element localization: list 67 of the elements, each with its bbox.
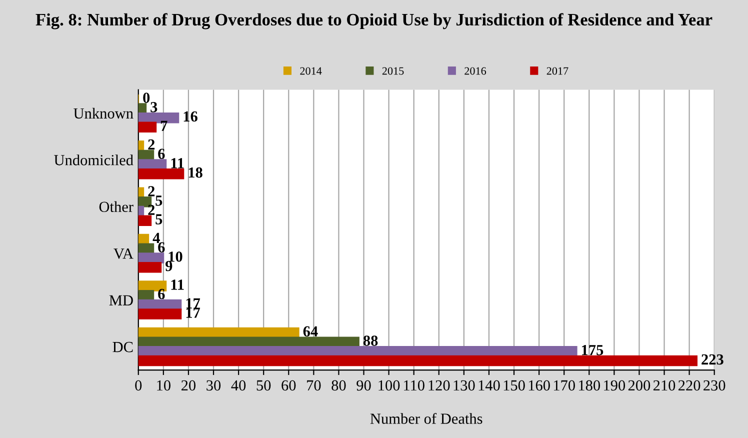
y-tick-label: VA xyxy=(114,248,134,259)
x-tick-label: 140 xyxy=(478,380,500,391)
data-label: 16 xyxy=(184,111,198,122)
x-tick-label: 30 xyxy=(206,380,221,391)
data-label: 17 xyxy=(186,298,200,308)
x-tick-label: 110 xyxy=(404,380,424,391)
data-label: 11 xyxy=(171,280,184,290)
bar xyxy=(138,215,152,226)
x-tick-label: 0 xyxy=(135,380,142,391)
x-tick-label: 40 xyxy=(231,380,246,391)
x-tick-label: 50 xyxy=(256,380,271,391)
x-tick-label: 160 xyxy=(528,380,550,391)
x-tick-label: 70 xyxy=(307,380,321,391)
y-tick-label: MD xyxy=(109,295,133,306)
x-tick-label: 200 xyxy=(628,380,650,391)
data-label: 223 xyxy=(702,354,724,365)
x-tick-label: 20 xyxy=(181,380,196,391)
y-tick-label: Unknown xyxy=(74,108,134,119)
legend-label: 2016 xyxy=(464,67,486,75)
y-tick-label: DC xyxy=(112,342,133,352)
x-tick-label: 10 xyxy=(157,380,170,391)
data-label: 64 xyxy=(303,326,318,337)
x-tick-label: 150 xyxy=(504,380,525,391)
bar xyxy=(138,122,157,133)
x-tick-label: 170 xyxy=(554,380,575,391)
y-tick-label: Other xyxy=(99,201,134,212)
x-tick-label: 230 xyxy=(704,380,726,391)
data-label: 17 xyxy=(186,308,200,318)
data-label: 5 xyxy=(156,196,162,206)
x-tick-label: 220 xyxy=(678,380,700,391)
bar xyxy=(138,262,162,273)
data-label: 175 xyxy=(582,345,604,356)
x-tick-label: 60 xyxy=(282,380,296,391)
data-label: 6 xyxy=(158,242,165,252)
x-tick-label: 100 xyxy=(378,380,400,391)
data-label: 2 xyxy=(148,139,155,150)
data-label: 10 xyxy=(168,251,182,262)
x-tick-label: 210 xyxy=(653,380,676,391)
data-label: 18 xyxy=(188,167,202,178)
data-label: 7 xyxy=(160,120,168,131)
data-label: 6 xyxy=(158,288,165,300)
legend-label: 2017 xyxy=(546,67,568,75)
bar xyxy=(138,168,184,180)
x-tick-label: 130 xyxy=(454,380,475,391)
y-tick-label: Undomiciled xyxy=(54,154,134,166)
legend-label: 2015 xyxy=(382,67,404,75)
x-tick-label: 120 xyxy=(428,380,450,391)
chart-title: Fig. 8: Number of Drug Overdoses due to Opioid Use by Jurisdiction of Residence and Year xyxy=(36,13,712,30)
data-label: 3 xyxy=(150,102,158,112)
legend-label: 2014 xyxy=(300,67,322,75)
data-label: 88 xyxy=(363,336,378,346)
data-label: 5 xyxy=(156,214,162,224)
bar xyxy=(138,355,698,366)
data-label: 2 xyxy=(148,204,155,215)
data-label: 6 xyxy=(158,148,165,160)
bar xyxy=(138,252,164,264)
data-label: 4 xyxy=(152,232,160,243)
data-label: 0 xyxy=(143,92,150,103)
x-axis-title: Number of Deaths xyxy=(370,412,482,424)
data-label: 2 xyxy=(148,186,155,196)
x-tick-label: 180 xyxy=(579,380,600,391)
x-tick-label: 80 xyxy=(332,380,346,391)
bar xyxy=(138,308,182,320)
data-label: 11 xyxy=(171,158,184,168)
x-tick-label: 190 xyxy=(604,380,626,391)
data-label: 9 xyxy=(166,260,172,272)
x-tick-label: 90 xyxy=(356,380,371,391)
